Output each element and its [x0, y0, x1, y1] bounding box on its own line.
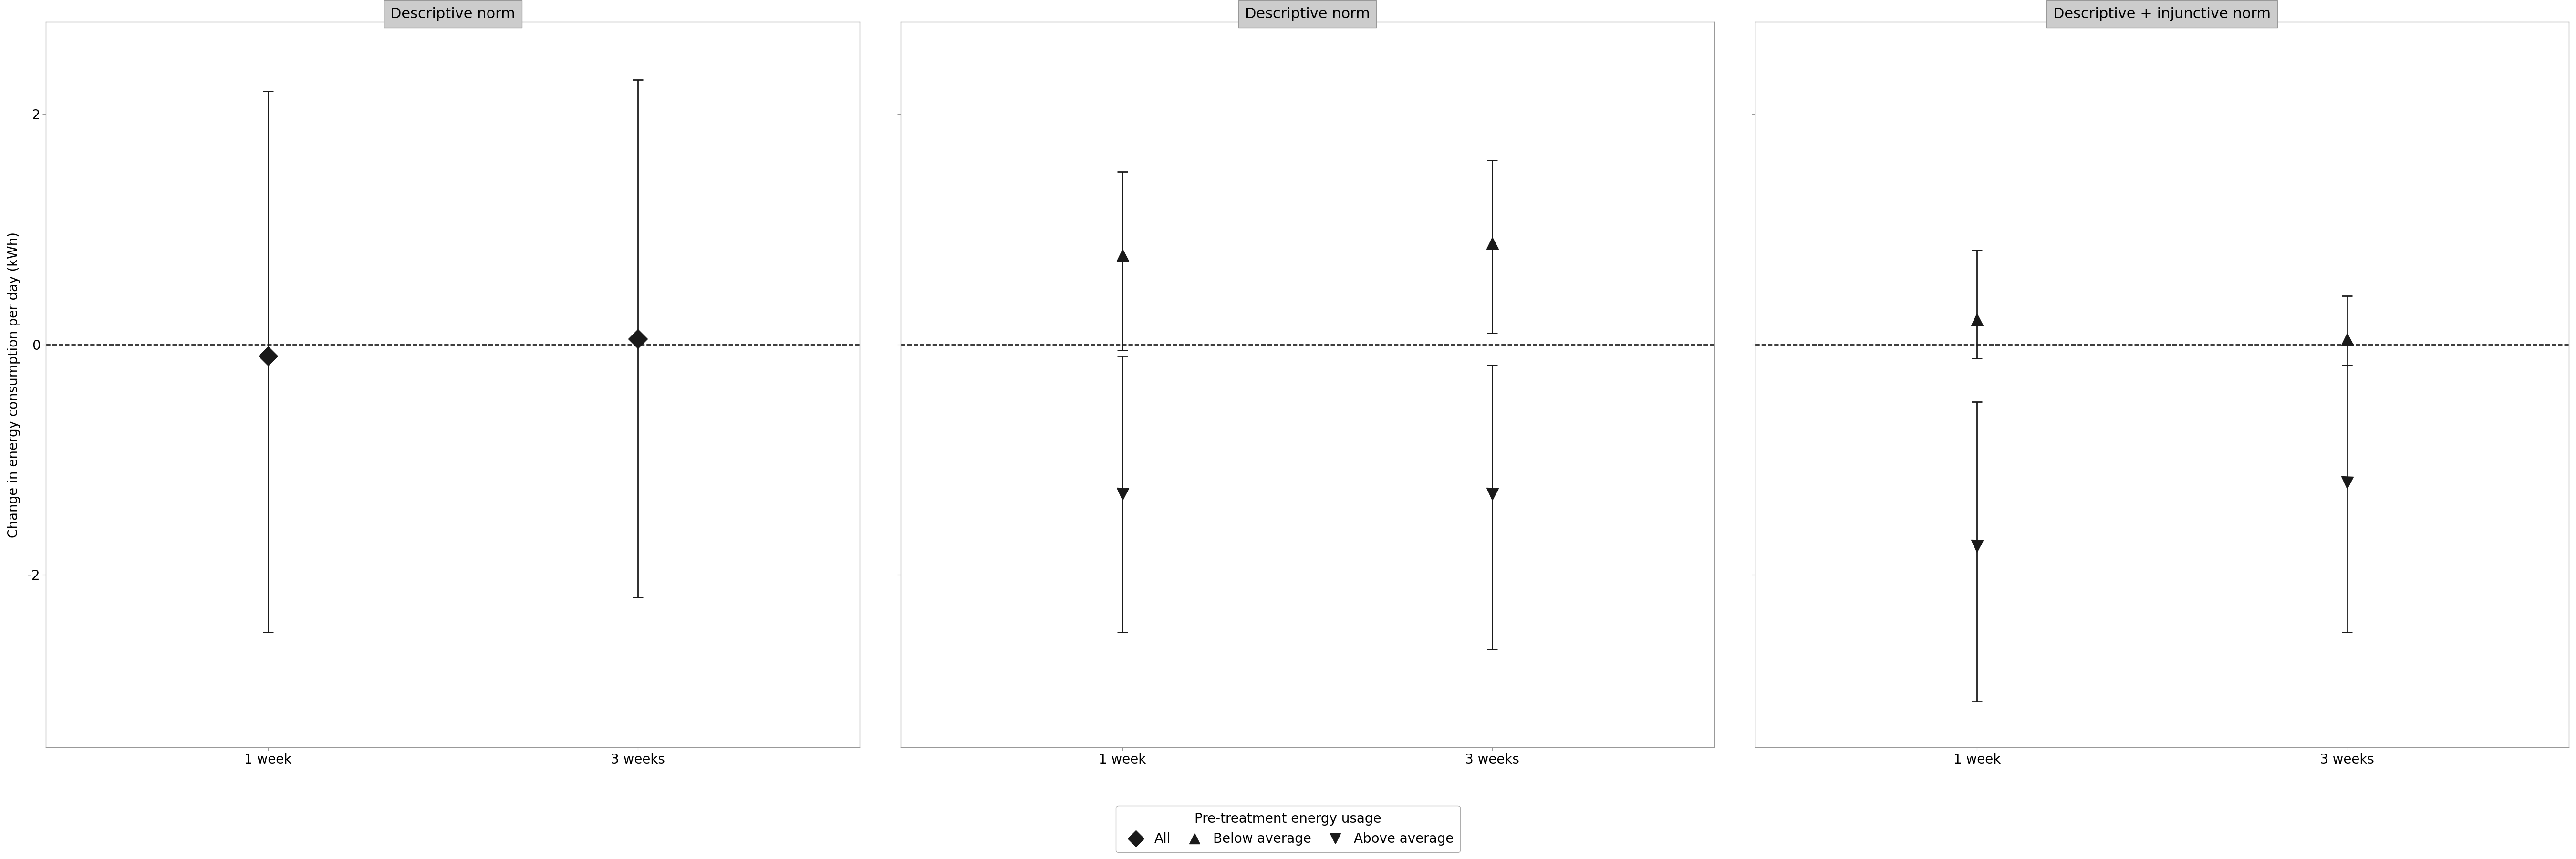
Y-axis label: Change in energy consumption per day (kWh): Change in energy consumption per day (kW…: [8, 232, 21, 538]
Title: Descriptive + injunctive norm: Descriptive + injunctive norm: [2053, 7, 2269, 21]
Title: Descriptive norm: Descriptive norm: [392, 7, 515, 21]
Title: Descriptive norm: Descriptive norm: [1244, 7, 1370, 21]
Legend: All, Below average, Above average: All, Below average, Above average: [1115, 806, 1461, 852]
